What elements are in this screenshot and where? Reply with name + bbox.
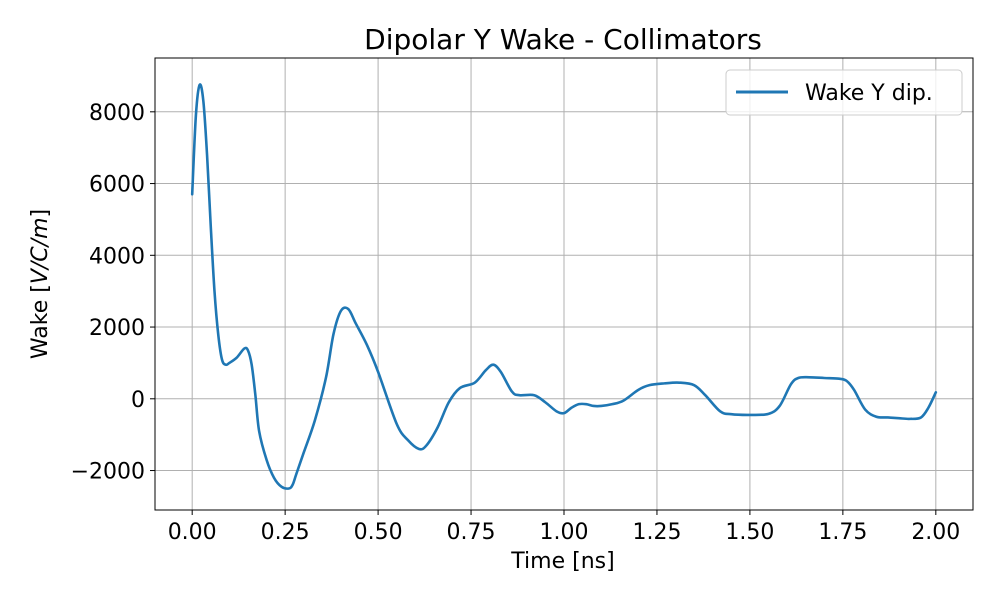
y-axis: −2000 0 2000 4000 6000 8000 bbox=[71, 101, 155, 485]
y-axis-label-suffix: ] bbox=[28, 209, 53, 218]
legend-entry-wake-y-dip: Wake Y dip. bbox=[805, 81, 933, 106]
x-tick-label: 1.25 bbox=[632, 520, 681, 545]
x-tick-label: 1.75 bbox=[818, 520, 867, 545]
x-tick-label: 0.25 bbox=[261, 520, 310, 545]
grid bbox=[155, 58, 973, 510]
y-axis-label-prefix: Wake [ bbox=[28, 284, 53, 359]
y-axis-label-unit: V/C/m bbox=[28, 218, 53, 285]
chart-title: Dipolar Y Wake - Collimators bbox=[364, 23, 762, 56]
series-line-0 bbox=[190, 83, 938, 490]
y-tick-label: 6000 bbox=[89, 173, 145, 198]
x-tick-label: 0.75 bbox=[447, 520, 496, 545]
y-tick-label: 0 bbox=[131, 388, 145, 413]
x-axis: 0.00 0.25 0.50 0.75 1.00 1.25 1.50 1.75 2.00 bbox=[168, 510, 960, 545]
x-tick-label: 1.50 bbox=[725, 520, 774, 545]
y-tick-label: 8000 bbox=[89, 101, 145, 126]
plot-area bbox=[190, 83, 938, 490]
x-tick-label: 0.50 bbox=[354, 520, 403, 545]
x-tick-label: 0.00 bbox=[168, 520, 217, 545]
x-axis-label: Time [ns] bbox=[510, 549, 614, 574]
y-tick-label: 4000 bbox=[89, 244, 145, 269]
legend-box bbox=[725, 69, 963, 116]
x-tick-label: 1.00 bbox=[540, 520, 589, 545]
y-tick-label: −2000 bbox=[71, 460, 145, 485]
legend: Wake Y dip. bbox=[725, 69, 963, 116]
y-axis-label: Wake [V/C/m] bbox=[28, 209, 53, 359]
x-tick-label: 2.00 bbox=[911, 520, 960, 545]
y-tick-label: 2000 bbox=[89, 316, 145, 341]
